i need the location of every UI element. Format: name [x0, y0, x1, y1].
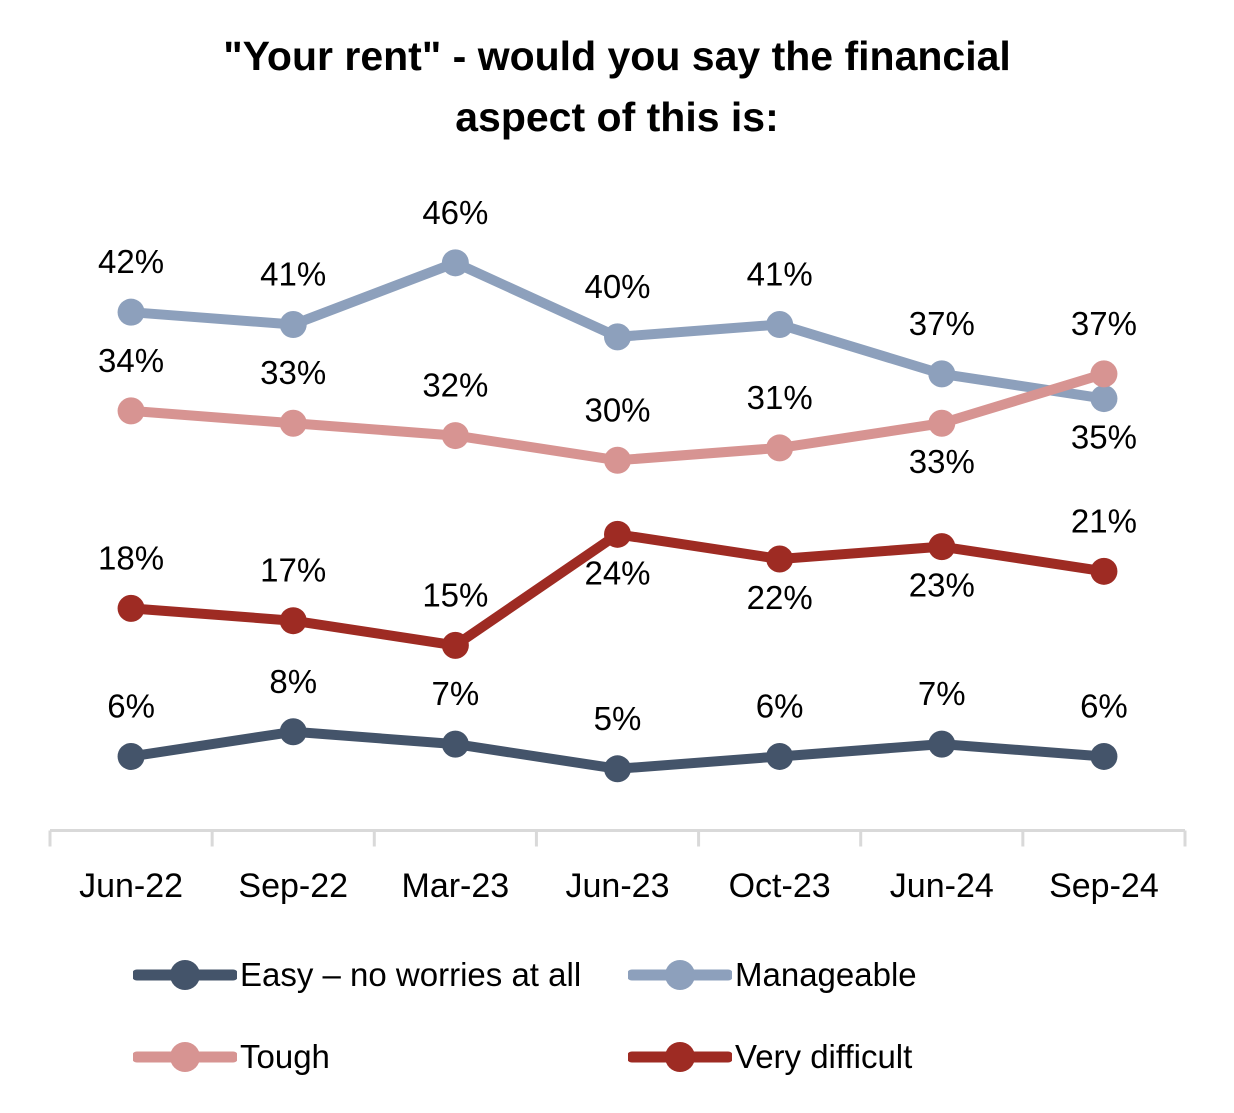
data-point-manageable	[766, 311, 794, 339]
legend-item-manageable: Manageable	[628, 956, 917, 993]
x-axis-label: Jun-22	[79, 867, 183, 905]
data-point-easy-no-worries-at-all	[766, 742, 794, 770]
data-label-manageable: 35%	[1071, 419, 1137, 456]
data-label-very-difficult: 22%	[747, 579, 813, 616]
legend-label-easy: Easy – no worries at all	[240, 956, 582, 993]
data-label-very-difficult: 24%	[584, 554, 650, 591]
data-label-easy-no-worries-at-all: 7%	[432, 675, 480, 712]
data-point-tough	[928, 409, 956, 437]
x-axis-label: Oct-23	[729, 867, 831, 905]
data-point-tough	[117, 397, 145, 425]
data-label-manageable: 42%	[98, 243, 164, 280]
data-label-tough: 30%	[584, 391, 650, 428]
data-point-very-difficult	[441, 631, 469, 659]
chart-title-line2: aspect of this is:	[455, 94, 779, 140]
data-point-tough	[604, 446, 631, 474]
data-point-easy-no-worries-at-all	[1090, 742, 1118, 770]
data-point-easy-no-worries-at-all	[604, 755, 631, 783]
legend-item-very-difficult: Very difficult	[628, 1038, 913, 1075]
data-point-very-difficult	[279, 607, 307, 635]
legend-marker-manageable-icon	[628, 960, 732, 990]
data-label-tough: 32%	[422, 367, 488, 404]
data-point-tough	[279, 409, 307, 437]
data-point-very-difficult	[928, 533, 956, 561]
legend-item-tough: Tough	[133, 1038, 330, 1075]
x-axis-label: Jun-23	[566, 867, 670, 905]
data-point-easy-no-worries-at-all	[928, 730, 956, 758]
legend-label-very-difficult: Very difficult	[735, 1038, 913, 1075]
chart-title-line1: "Your rent" - would you say the financia…	[223, 33, 1011, 79]
data-point-very-difficult	[604, 520, 631, 548]
data-point-very-difficult	[1090, 557, 1118, 585]
data-point-tough	[1090, 360, 1118, 388]
data-label-very-difficult: 17%	[260, 552, 326, 589]
data-point-tough	[441, 422, 469, 450]
data-label-tough: 33%	[260, 354, 326, 391]
chart-title: "Your rent" - would you say the financia…	[0, 26, 1234, 148]
data-label-easy-no-worries-at-all: 6%	[107, 687, 155, 724]
data-point-manageable	[117, 298, 145, 326]
legend-label-manageable: Manageable	[735, 956, 917, 993]
legend-marker-very-difficult-icon	[628, 1042, 732, 1072]
data-label-very-difficult: 21%	[1071, 502, 1137, 539]
data-label-very-difficult: 18%	[98, 539, 164, 576]
data-point-easy-no-worries-at-all	[117, 742, 145, 770]
legend-marker-tough-icon	[133, 1042, 237, 1072]
data-label-easy-no-worries-at-all: 6%	[1080, 687, 1128, 724]
data-label-manageable: 37%	[909, 305, 975, 342]
x-axis-label: Sep-24	[1049, 867, 1159, 905]
data-point-manageable	[1090, 385, 1118, 413]
line-chart-plot: Jun-22 Sep-22 Mar-23 Jun-23 Oct-23 Jun-24 Sep-…	[48, 194, 1187, 905]
data-label-very-difficult: 15%	[422, 576, 488, 613]
x-axis-label: Mar-23	[402, 867, 510, 905]
data-point-very-difficult	[766, 545, 794, 573]
data-label-very-difficult: 23%	[909, 567, 975, 604]
data-label-tough: 37%	[1071, 305, 1137, 342]
data-label-manageable: 40%	[584, 268, 650, 305]
x-axis-label: Sep-22	[238, 867, 348, 905]
data-label-tough: 31%	[747, 379, 813, 416]
data-label-easy-no-worries-at-all: 5%	[594, 700, 642, 737]
data-point-very-difficult	[117, 594, 145, 622]
data-point-manageable	[928, 360, 956, 388]
data-label-manageable: 46%	[422, 194, 488, 231]
data-label-easy-no-worries-at-all: 7%	[918, 675, 966, 712]
data-label-tough: 33%	[909, 443, 975, 480]
legend-item-easy: Easy – no worries at all	[133, 956, 582, 993]
x-axis-label: Jun-24	[890, 867, 994, 905]
data-label-tough: 34%	[98, 342, 164, 379]
data-label-manageable: 41%	[260, 256, 326, 293]
data-point-tough	[766, 434, 794, 462]
legend-marker-easy-icon	[133, 960, 237, 990]
data-label-easy-no-worries-at-all: 6%	[756, 687, 804, 724]
data-label-manageable: 41%	[747, 256, 813, 293]
data-point-easy-no-worries-at-all	[279, 718, 307, 746]
data-point-manageable	[604, 323, 631, 351]
data-point-manageable	[279, 311, 307, 339]
data-point-manageable	[441, 249, 469, 277]
legend-label-tough: Tough	[240, 1038, 330, 1075]
data-label-easy-no-worries-at-all: 8%	[269, 663, 317, 700]
data-point-easy-no-worries-at-all	[441, 730, 469, 758]
